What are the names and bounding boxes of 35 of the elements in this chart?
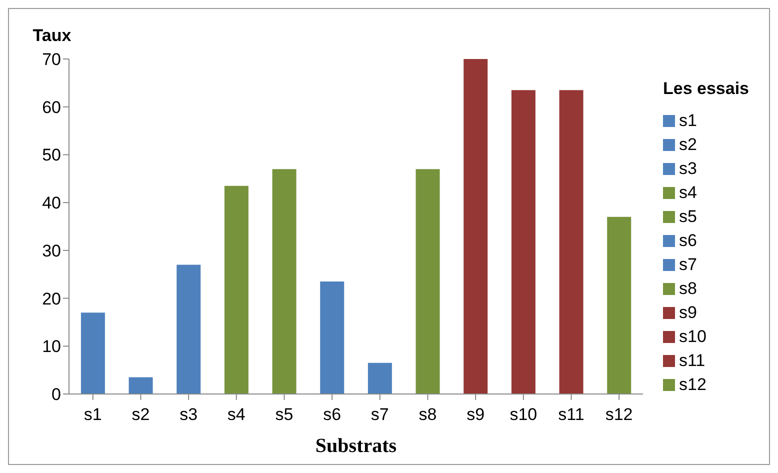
legend-label: s5 [678, 206, 697, 226]
legend-label: s11 [678, 350, 706, 370]
x-tick-label: s9 [466, 405, 485, 424]
x-tick-label: s3 [180, 405, 198, 424]
legend-label: s9 [678, 302, 697, 322]
x-tick-label: s1 [84, 405, 102, 424]
legend-label: s4 [678, 182, 697, 202]
x-tick-label: s11 [558, 405, 584, 424]
y-tick-label: 70 [42, 50, 61, 70]
x-tick-label: s4 [227, 405, 246, 424]
y-tick-label: 10 [42, 337, 61, 356]
legend-title: Les essais [662, 78, 749, 100]
x-tick-label: s7 [370, 405, 389, 424]
y-tick-label: 60 [42, 98, 61, 117]
legend-label: s3 [678, 158, 697, 178]
legend-label: s7 [678, 254, 697, 274]
legend-label: s6 [678, 230, 697, 250]
legend-label: s1 [678, 110, 697, 130]
x-tick-label: s6 [323, 405, 342, 424]
x-tick-label: s5 [275, 405, 294, 424]
legend-label: s2 [678, 134, 697, 154]
legend-label: s8 [678, 278, 697, 298]
y-tick-label: 50 [42, 146, 61, 165]
x-tick-label: s10 [510, 405, 538, 424]
x-tick-label: s2 [132, 405, 150, 424]
y-axis-title: Taux [32, 26, 72, 45]
x-tick-label: s8 [418, 405, 437, 424]
y-tick-label: 30 [42, 241, 61, 260]
x-axis-title: Substrats [315, 435, 397, 457]
legend-label: s10 [678, 326, 706, 346]
y-tick-label: 40 [42, 194, 61, 213]
y-tick-label: 0 [52, 385, 61, 404]
y-tick-label: 20 [42, 289, 61, 308]
x-tick-label: s12 [605, 405, 633, 424]
legend-label: s12 [678, 374, 706, 394]
